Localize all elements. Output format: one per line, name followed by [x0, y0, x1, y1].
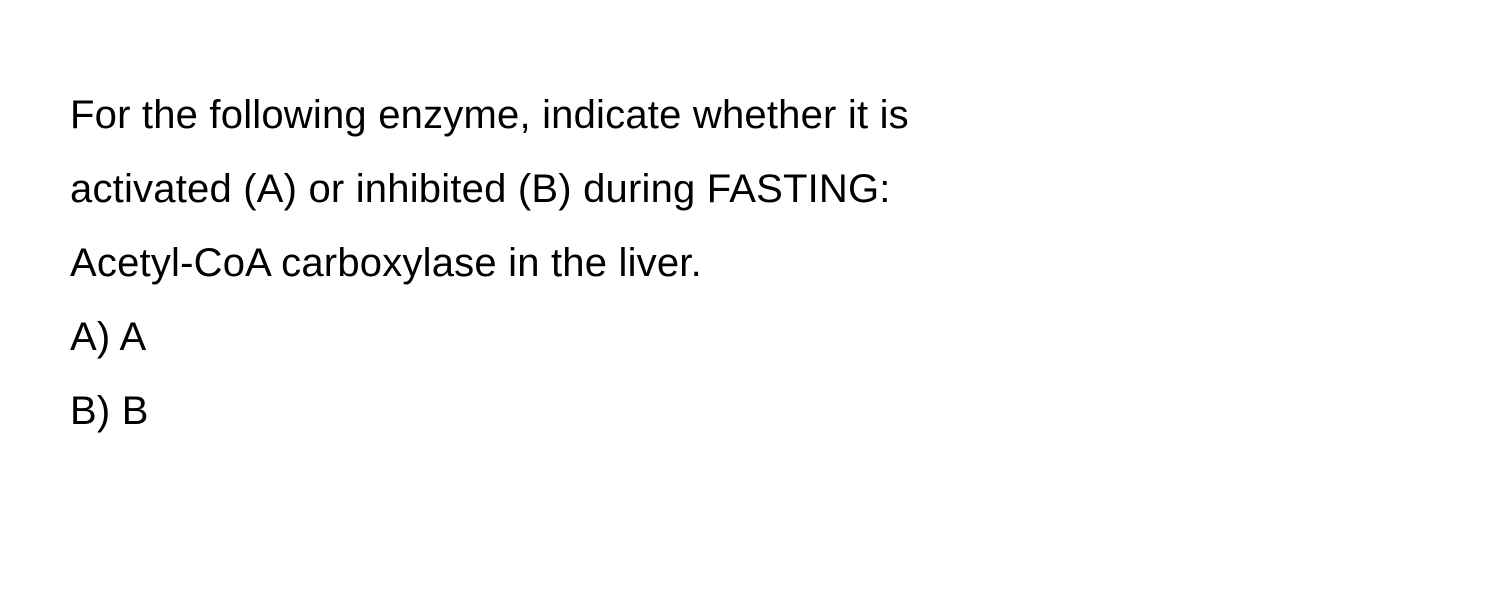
- question-container: For the following enzyme, indicate wheth…: [0, 0, 1500, 448]
- option-a[interactable]: A) A: [70, 300, 1430, 374]
- question-line-1: For the following enzyme, indicate wheth…: [70, 78, 1430, 152]
- question-line-2: activated (A) or inhibited (B) during FA…: [70, 152, 1430, 226]
- question-line-3: Acetyl-CoA carboxylase in the liver.: [70, 226, 1430, 300]
- option-b[interactable]: B) B: [70, 374, 1430, 448]
